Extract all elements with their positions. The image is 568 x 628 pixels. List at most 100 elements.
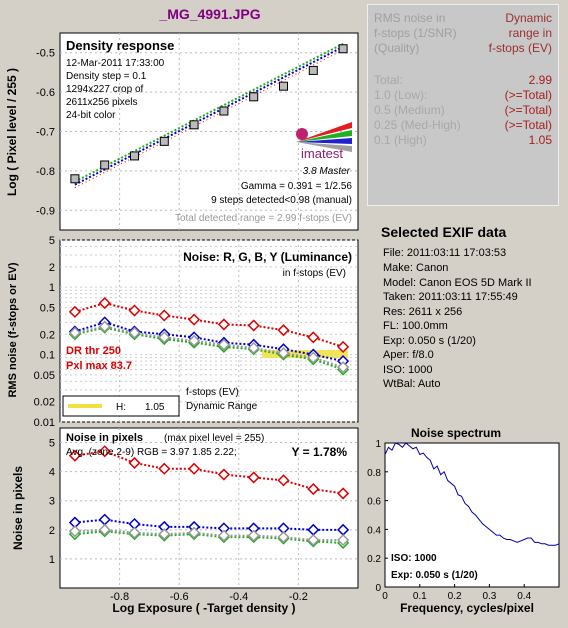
summary-header-left: RMS noise in f-stops (1/SNR) (Quality): [374, 11, 457, 56]
noise-fstops-point: [247, 341, 260, 355]
noise-spectrum-x-ticks: 0 0.1 0.2 0.3 0.4: [382, 584, 532, 602]
noise-pixels-point: [98, 523, 111, 536]
noise-fstops-point: [337, 361, 350, 374]
noise-fstops-series-line: [74, 325, 344, 369]
dr-legend: H: 1.05: [62, 395, 180, 417]
noise-pixels-point: [277, 531, 290, 544]
dr-legend-value: 1.05: [145, 402, 165, 413]
noise-spectrum-curve: [384, 442, 560, 546]
summary-row-label: Total:: [374, 73, 403, 87]
summary-row-value: (>=Total): [504, 103, 552, 117]
density-annotation: Gamma = 0.391 = 1/2.56: [241, 181, 353, 192]
noise-pixels-y-tick-label: 5: [49, 438, 55, 450]
noise-fstops-title: Noise: R, G, B, Y (Luminance): [183, 250, 352, 264]
noise-pixels-y-tick-label: 3: [49, 496, 55, 508]
noise-pixels-point: [307, 483, 320, 496]
noise-pixels-point: [188, 526, 201, 539]
noise-spectrum-y-tick-label: 0.2: [367, 554, 381, 565]
exif-row: Make: Canon: [383, 262, 449, 274]
noise-spectrum-y-tick-label: 1: [375, 439, 381, 450]
density-plot-area: [59, 32, 359, 231]
noise-pixels-point: [277, 474, 290, 487]
noise-fstops-y-tick-label: 0.5: [40, 302, 55, 314]
noise-fstops-point: [68, 305, 81, 318]
noise-pixels-point: [307, 533, 320, 547]
summary-header-left-line: f-stops (1/SNR): [374, 26, 457, 40]
summary-header-right-line: f-stops (EV): [488, 41, 552, 55]
noise-fstops-y-tick-label: 0.05: [34, 370, 55, 382]
noise-spectrum-y-tick-label: 0: [375, 583, 381, 594]
noise-fstops-y-ticks: 5 2 1 0.5 0.2 0.1 0.05 0.02 0.01: [34, 235, 55, 429]
exif-row: Taken: 2011:03:11 17:55:49: [383, 291, 518, 303]
density-info-line: 24-bit color: [66, 110, 116, 121]
noise-pixels-point: [158, 462, 171, 475]
dr-legend-label: H:: [116, 402, 126, 413]
density-y-tick-label: -0.7: [36, 127, 55, 139]
density-info-line: 1294x227 crop of: [66, 84, 144, 95]
summary-header-left-line: RMS noise in: [374, 11, 446, 25]
noise-pixels-point: [247, 529, 260, 542]
noise-pixels-avg: Avg. (zone 2-9) RGB = 3.97 1.85 2.22;: [66, 447, 237, 458]
noise-fstops-plot-area: [59, 239, 359, 423]
noise-fstops-point: [217, 338, 230, 351]
density-point: [70, 174, 80, 184]
noise-spectrum-x-tick-label: 0.2: [448, 591, 462, 602]
noise-fstops-y-tick-label: 5: [49, 235, 55, 247]
noise-fstops-y-tick-label: 0.01: [34, 417, 55, 429]
noise-pixels-y-label: Noise in pixels: [11, 466, 25, 550]
density-annotation: 9 steps detected<0.98 (manual): [211, 195, 352, 206]
noise-pixels-point: [128, 456, 141, 469]
noise-pixels-series-line: [74, 530, 344, 544]
summary-row: 0.25 (Med-High) (>=Total): [374, 118, 552, 133]
noise-fstops-point: [98, 297, 111, 310]
noise-fstops-chart: 5 2 1 0.5 0.2 0.1 0.05 0.02 0.01 RMS noise (f-st…: [7, 235, 359, 429]
noise-pixels-title: Noise in pixels: [66, 432, 143, 444]
noise-fstops-point: [158, 309, 171, 322]
noise-spectrum-y-tick-label: 0.6: [367, 497, 381, 508]
noise-spectrum-x-tick-label: 0.4: [517, 591, 531, 602]
density-title: Density response: [66, 38, 174, 53]
noise-pixels-x-tick-label: -0.6: [170, 591, 189, 603]
noise-pixels-y-tick-label: 1: [49, 554, 55, 566]
noise-spectrum-plot-area: [384, 442, 560, 588]
noise-fstops-point: [247, 319, 260, 332]
noise-pixels-plot-area: [59, 427, 359, 589]
noise-pixels-point: [98, 445, 111, 458]
exif-row: Aper: f/8.0: [383, 349, 434, 361]
summary-row-label: 0.25 (Med-High): [374, 118, 461, 132]
noise-pixels-y-tick-label: 2: [49, 525, 55, 537]
noise-fstops-series-line: [74, 321, 344, 363]
noise-pixels-y-ticks: 5 4 3 2 1: [49, 438, 55, 566]
spectrum-iso: ISO: 1000: [391, 553, 437, 564]
noise-spectrum-y-tick-label: 0.4: [367, 525, 381, 536]
noise-pixels-point: [247, 471, 260, 484]
density-point: [159, 136, 169, 146]
exif-row: Exp: 0.050 s (1/20): [383, 335, 476, 347]
exif-row: FL: 100.0mm: [383, 320, 448, 332]
summary-row-value: 1.05: [528, 133, 552, 147]
summary-row: 1.0 (Low): (>=Total): [374, 88, 552, 103]
summary-header-right: Dynamic range in f-stops (EV): [489, 11, 552, 56]
spectrum-exp: Exp: 0.050 s (1/20): [391, 570, 478, 581]
noise-fstops-series: [68, 297, 350, 376]
summary-header-right-line: range in: [508, 26, 552, 40]
noise-fstops-point: [277, 347, 290, 360]
noise-spectrum-y-tick-label: 0.8: [367, 468, 381, 479]
imatest-logo-sub: 3.8 Master: [303, 166, 351, 177]
legend-title: f-stops (EV): [186, 387, 239, 398]
noise-fstops-point: [217, 318, 230, 331]
noise-pixels-point: [337, 487, 350, 500]
dr-highlight-band: [262, 350, 348, 358]
density-y-label: Log ( Pixel level / 255 ): [5, 68, 19, 196]
density-response-chart: -0.5 -0.6 -0.7 -0.8 -0.9 Log ( Pixel level /…: [5, 32, 359, 231]
legend-title: Dynamic Range: [186, 401, 258, 412]
noise-fstops-point: [307, 331, 320, 344]
density-points: [70, 44, 348, 184]
exif-row: WtBal: Auto: [383, 378, 441, 390]
imatest-logo-text: imatest: [301, 146, 343, 161]
noise-spectrum-x-tick-label: 0.3: [482, 591, 496, 602]
summary-panel: RMS noise in f-stops (1/SNR) (Quality) D…: [367, 4, 559, 206]
exif-row: ISO: 1000: [383, 364, 433, 376]
summary-row-value: (>=Total): [504, 118, 552, 132]
